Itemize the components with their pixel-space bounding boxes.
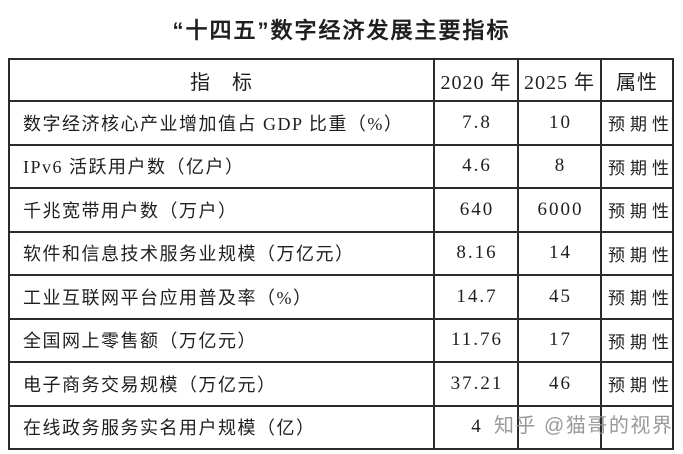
value-2025-cell: 6000 (517, 187, 602, 233)
value-2020-cell: 640 (433, 187, 519, 233)
table-row: IPv6 活跃用户数（亿户） 4.6 8 预期性 (8, 143, 674, 189)
value-2025-cell: 8 (517, 143, 602, 189)
value-2025-cell: 17 (517, 317, 602, 363)
header-attribute: 属性 (600, 58, 674, 102)
table-body: 数字经济核心产业增加值占 GDP 比重（%） 7.8 10 预期性 IPv6 活跃用户数… (8, 100, 674, 450)
value-2020-cell: 11.76 (433, 317, 519, 363)
attribute-cell: 预期性 (600, 361, 674, 407)
value-2020-cell: 4 (433, 404, 519, 450)
indicators-table: 指 标 2020 年 2025 年 属性 数字经济核心产业增加值占 GDP 比重… (8, 58, 674, 450)
table-row: 工业互联网平台应用普及率（%） 14.7 45 预期性 (8, 274, 674, 320)
value-2020-cell: 7.8 (433, 100, 519, 146)
table-row: 数字经济核心产业增加值占 GDP 比重（%） 7.8 10 预期性 (8, 100, 674, 146)
header-row: 指 标 2020 年 2025 年 属性 (8, 58, 674, 102)
attribute-cell: 预期性 (600, 143, 674, 189)
value-2025-cell: 10 (517, 100, 602, 146)
value-2025-cell: 46 (517, 361, 602, 407)
indicator-cell: 软件和信息技术服务业规模（万亿元） (8, 230, 435, 276)
table-row: 千兆宽带用户数（万户） 640 6000 预期性 (8, 187, 674, 233)
header-2025: 2025 年 (517, 58, 602, 102)
watermark: 知乎 @猫哥的视界 (494, 415, 674, 437)
indicator-cell: 千兆宽带用户数（万户） (8, 187, 435, 233)
attribute-cell: 预期性 (600, 274, 674, 320)
indicator-cell: 在线政务服务实名用户规模（亿） (8, 404, 435, 450)
value-2020-cell: 37.21 (433, 361, 519, 407)
value-2020-cell: 4.6 (433, 143, 519, 189)
indicator-cell: 电子商务交易规模（万亿元） (8, 361, 435, 407)
indicator-cell: 数字经济核心产业增加值占 GDP 比重（%） (8, 100, 435, 146)
indicator-cell: 工业互联网平台应用普及率（%） (8, 274, 435, 320)
header-2020: 2020 年 (433, 58, 519, 102)
indicator-cell: IPv6 活跃用户数（亿户） (8, 143, 435, 189)
attribute-cell: 预期性 (600, 187, 674, 233)
value-2020-cell: 14.7 (433, 274, 519, 320)
attribute-cell (600, 404, 674, 450)
header-indicator: 指 标 (8, 58, 435, 102)
table-header: 指 标 2020 年 2025 年 属性 (8, 58, 674, 102)
page-title: “十四五”数字经济发展主要指标 (172, 18, 511, 43)
table-row: 在线政务服务实名用户规模（亿） 4 (8, 404, 674, 450)
value-2025-cell (517, 404, 602, 450)
value-2025-cell: 14 (517, 230, 602, 276)
attribute-cell: 预期性 (600, 100, 674, 146)
value-2025-cell: 45 (517, 274, 602, 320)
table-row: 全国网上零售额（万亿元） 11.76 17 预期性 (8, 317, 674, 363)
value-2020-cell: 8.16 (433, 230, 519, 276)
table-row: 电子商务交易规模（万亿元） 37.21 46 预期性 (8, 361, 674, 407)
indicator-cell: 全国网上零售额（万亿元） (8, 317, 435, 363)
table-row: 软件和信息技术服务业规模（万亿元） 8.16 14 预期性 (8, 230, 674, 276)
attribute-cell: 预期性 (600, 230, 674, 276)
attribute-cell: 预期性 (600, 317, 674, 363)
